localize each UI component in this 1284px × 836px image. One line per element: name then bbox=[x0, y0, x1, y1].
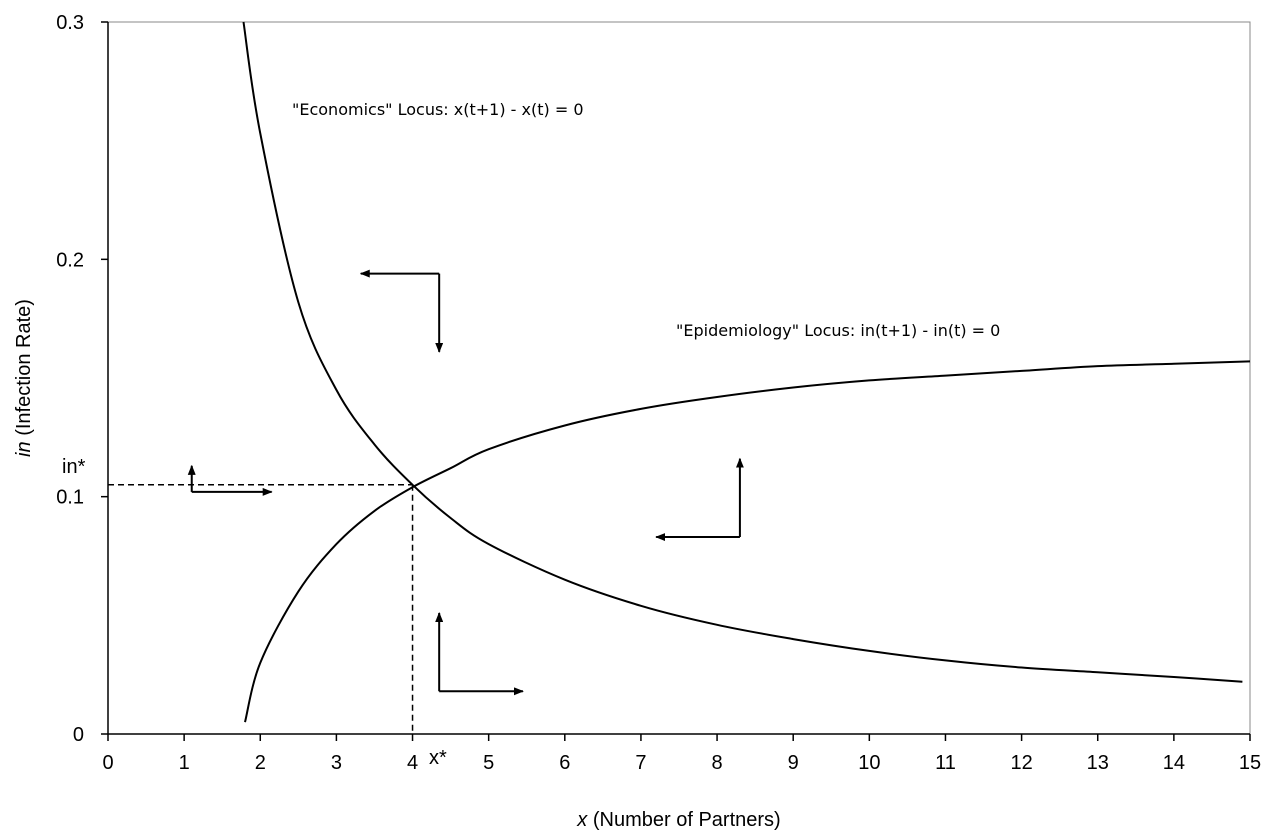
x-tick-label: 3 bbox=[331, 752, 342, 774]
epidemiology-locus-label: "Epidemiology" Locus: in(t+1) - in(t) = … bbox=[676, 321, 1000, 340]
x-star-label: x* bbox=[429, 747, 447, 769]
x-tick-label: 11 bbox=[935, 752, 956, 774]
y-axis-var: in bbox=[13, 441, 35, 457]
x-tick-label: 2 bbox=[255, 752, 266, 774]
y-tick-label: 0.3 bbox=[56, 12, 84, 34]
x-tick-label: 5 bbox=[483, 752, 494, 774]
x-ticks: 0 1 2 3 4 5 6 7 8 9 10 11 12 13 14 15 bbox=[102, 734, 1261, 774]
plot-area bbox=[107, 21, 1251, 735]
x-axis-title: x (Number of Partners) bbox=[576, 809, 780, 831]
y-tick-label: 0 bbox=[73, 724, 84, 746]
x-axis-rest: (Number of Partners) bbox=[587, 809, 780, 831]
in-star-label: in* bbox=[62, 456, 86, 478]
x-tick-label: 15 bbox=[1239, 752, 1261, 774]
x-tick-label: 12 bbox=[1010, 752, 1032, 774]
y-tick-label: 0.2 bbox=[56, 249, 84, 271]
x-tick-label: 1 bbox=[179, 752, 190, 774]
x-tick-label: 9 bbox=[788, 752, 799, 774]
curves bbox=[242, 21, 1251, 723]
x-axis-var: x bbox=[576, 809, 588, 831]
epidemiology-locus-curve bbox=[244, 360, 1251, 723]
phase-arrows bbox=[187, 269, 744, 696]
x-tick-label: 13 bbox=[1087, 752, 1109, 774]
x-tick-label: 6 bbox=[559, 752, 570, 774]
economics-locus-label: "Economics" Locus: x(t+1) - x(t) = 0 bbox=[292, 100, 584, 119]
y-axis-title: in (Infection Rate) bbox=[13, 299, 35, 457]
y-tick-label: 0.1 bbox=[56, 487, 84, 509]
x-tick-label: 7 bbox=[635, 752, 646, 774]
x-tick-label: 8 bbox=[712, 752, 723, 774]
x-tick-label: 14 bbox=[1163, 752, 1185, 774]
y-ticks: 0 0.1 0.2 0.3 bbox=[56, 12, 108, 746]
economics-locus-curve bbox=[242, 21, 1243, 683]
x-tick-label: 4 bbox=[407, 752, 418, 774]
equilibrium-guides bbox=[108, 484, 414, 734]
x-tick-label: 10 bbox=[858, 752, 880, 774]
x-tick-label: 0 bbox=[102, 752, 113, 774]
y-axis-rest: (Infection Rate) bbox=[13, 299, 35, 441]
